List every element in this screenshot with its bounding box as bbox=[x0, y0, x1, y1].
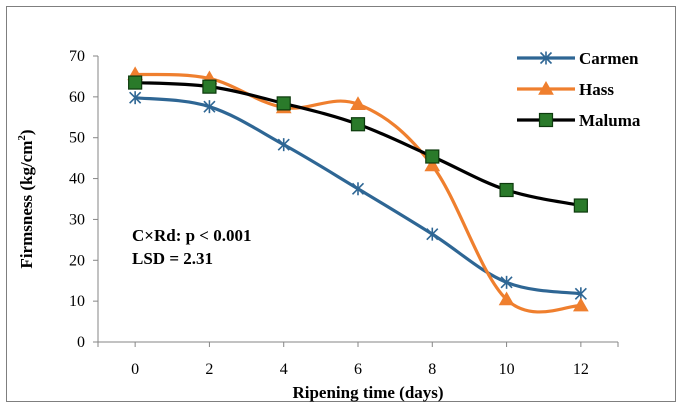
legend-marker bbox=[539, 51, 553, 65]
x-tick-label: 0 bbox=[131, 361, 139, 378]
data-point bbox=[203, 100, 216, 114]
series bbox=[127, 66, 589, 314]
legend-label: Hass bbox=[579, 80, 614, 99]
data-point bbox=[202, 79, 217, 94]
y-tick-label: 60 bbox=[69, 89, 85, 106]
y-tick-label: 30 bbox=[69, 211, 85, 228]
x-tick-label: 2 bbox=[205, 361, 213, 378]
data-point bbox=[573, 198, 588, 213]
x-tick-label: 12 bbox=[573, 361, 589, 378]
annotation-lsd: LSD = 2.31 bbox=[132, 249, 213, 268]
y-tick-label: 70 bbox=[69, 48, 85, 65]
x-axis-title: Ripening time (days) bbox=[292, 383, 443, 402]
x-tick-label: 4 bbox=[280, 361, 288, 378]
data-point bbox=[129, 91, 142, 105]
annotation-interaction: C×Rd: p < 0.001 bbox=[132, 226, 252, 245]
legend-label: Carmen bbox=[579, 49, 639, 68]
series-maluma bbox=[128, 75, 588, 213]
legend-label: Maluma bbox=[579, 111, 641, 130]
y-tick-label: 10 bbox=[69, 293, 85, 310]
y-tick-label: 40 bbox=[69, 171, 85, 188]
y-axis-title-main: Firmsness (kg/cm bbox=[17, 141, 36, 269]
y-tick-label: 0 bbox=[77, 334, 85, 351]
data-point bbox=[572, 297, 589, 312]
data-point bbox=[350, 117, 366, 132]
data-point bbox=[277, 138, 290, 152]
x-tick-label: 6 bbox=[354, 361, 362, 378]
data-point bbox=[276, 96, 291, 111]
y-axis-title-superscript: 2 bbox=[16, 135, 28, 141]
legend-marker bbox=[538, 112, 554, 128]
data-point bbox=[500, 275, 513, 289]
legend: Carmen Hass Maluma bbox=[517, 49, 641, 130]
data-point bbox=[128, 75, 143, 90]
data-point bbox=[498, 291, 515, 306]
legend-item-carmen: Carmen bbox=[517, 49, 639, 68]
data-point bbox=[499, 182, 514, 198]
y-tick-label: 50 bbox=[69, 130, 85, 147]
legend-item-hass: Hass bbox=[517, 80, 614, 99]
data-point bbox=[425, 149, 440, 164]
y-tick-label: 20 bbox=[69, 252, 85, 269]
x-tick-label: 8 bbox=[428, 361, 436, 378]
legend-marker bbox=[538, 80, 554, 95]
data-point bbox=[350, 96, 366, 110]
data-point bbox=[426, 227, 439, 241]
legend-item-maluma: Maluma bbox=[517, 111, 641, 130]
x-tick-label: 10 bbox=[499, 361, 515, 378]
data-point bbox=[351, 182, 365, 196]
y-axis-title-close: ) bbox=[17, 129, 36, 135]
series-carmen bbox=[129, 91, 587, 301]
ticks: 0 10 20 30 40 50 60 70 0 2 4 6 8 10 12 bbox=[69, 48, 619, 378]
y-axis-title: Firmsness (kg/cm2) bbox=[16, 129, 36, 268]
data-point bbox=[424, 157, 441, 172]
